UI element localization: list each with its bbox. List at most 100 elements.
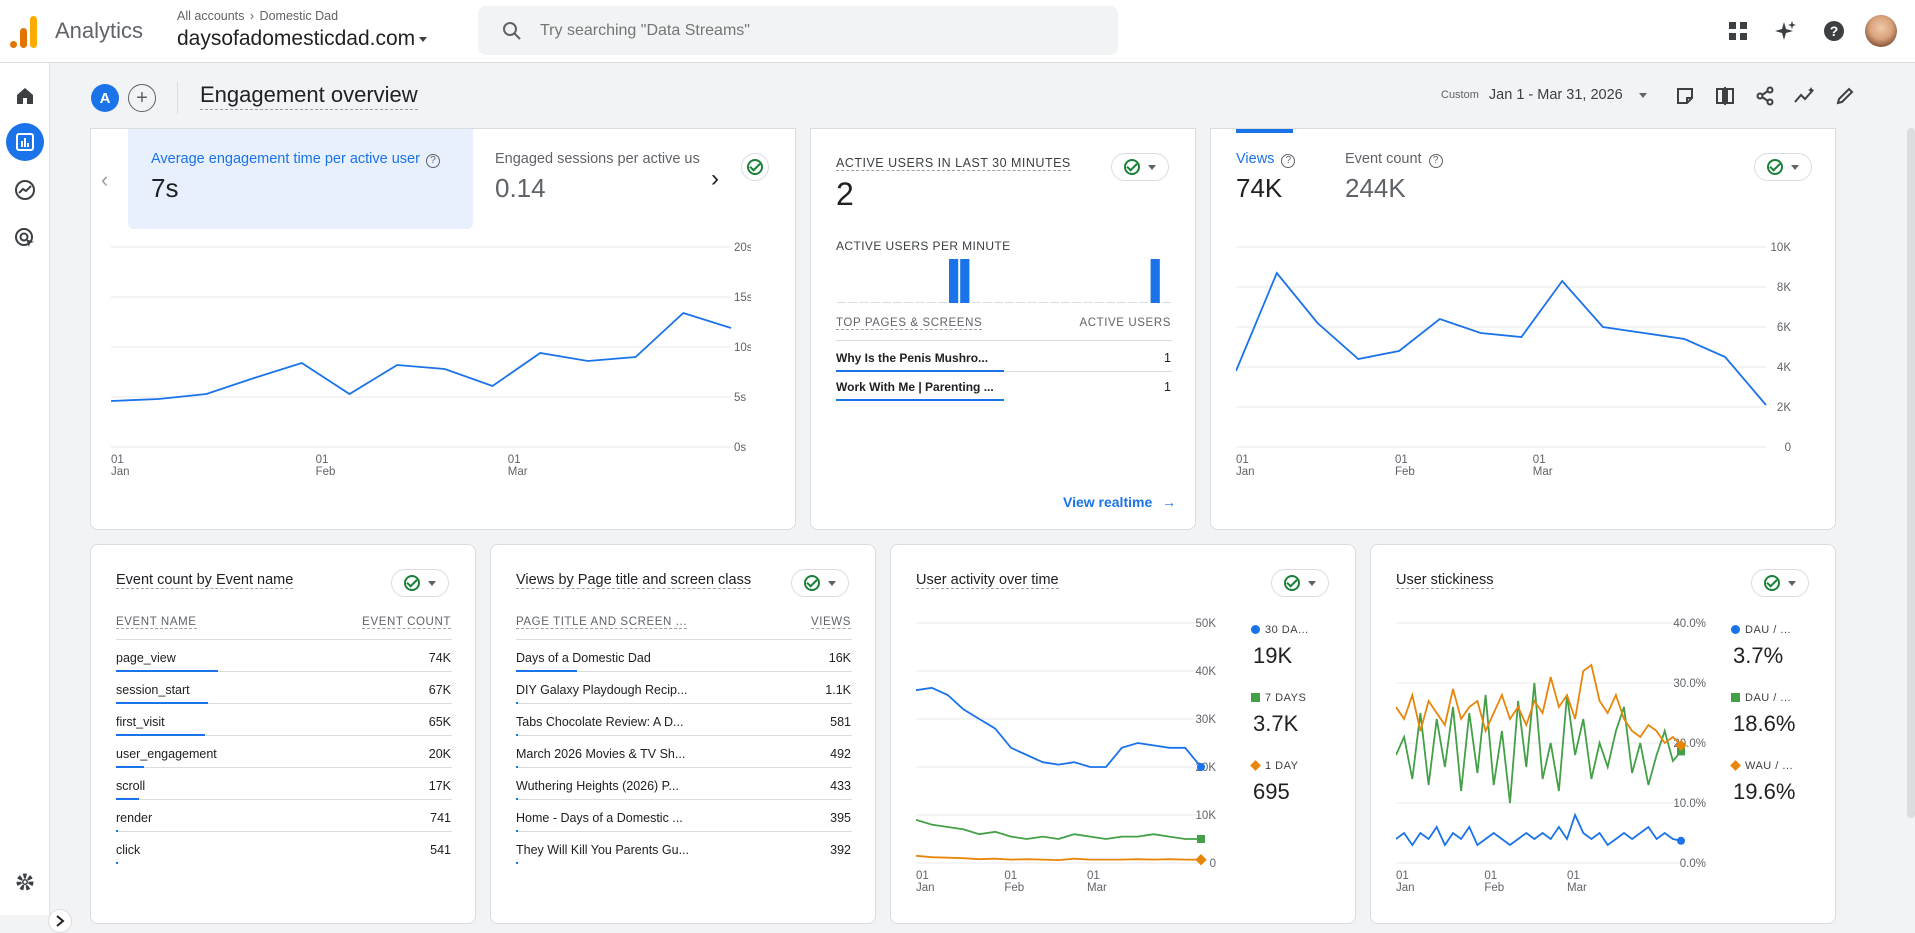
insights-icon[interactable] xyxy=(1791,82,1819,110)
analytics-logo[interactable] xyxy=(8,14,38,50)
add-comparison-button[interactable]: + xyxy=(128,84,156,112)
search-bar[interactable] xyxy=(478,6,1118,55)
metric2-label[interactable]: Engaged sessions per active us xyxy=(495,151,700,167)
table-row-value: 67K xyxy=(428,683,451,697)
legend-marker xyxy=(1250,760,1261,772)
minute-baseline xyxy=(1072,302,1082,303)
breadcrumb-root[interactable]: All accounts xyxy=(177,9,245,23)
realtime-title[interactable]: ACTIVE USERS IN LAST 30 MINUTES xyxy=(836,156,1071,171)
minute-baseline xyxy=(993,302,1003,303)
divider xyxy=(218,671,452,672)
avatar[interactable] xyxy=(1865,15,1897,47)
divider xyxy=(1004,371,1172,372)
app-title[interactable]: Analytics xyxy=(55,18,144,43)
metric-tab-engagement-time[interactable] xyxy=(128,129,473,229)
date-range-selector[interactable]: Custom Jan 1 - Mar 31, 2026 xyxy=(1441,87,1647,103)
event-count-title[interactable]: Event count by Event name xyxy=(116,572,294,589)
y-tick-label: 0.0% xyxy=(1680,858,1706,870)
report-toolbar xyxy=(1671,82,1859,110)
y-tick-label: 0 xyxy=(1785,442,1791,454)
views-metric-label[interactable]: Views ? xyxy=(1236,151,1296,168)
x-tick-day: 01 xyxy=(1484,870,1497,882)
divider xyxy=(577,671,852,672)
card4-status-indicator[interactable] xyxy=(391,569,449,597)
annotation-icon[interactable] xyxy=(1671,82,1699,110)
edit-pencil-icon[interactable] xyxy=(1831,82,1859,110)
info-icon[interactable]: ? xyxy=(1428,154,1443,168)
next-metric-button[interactable]: › xyxy=(711,165,719,192)
card3-status-indicator[interactable] xyxy=(1754,153,1812,181)
realtime-value: 2 xyxy=(836,176,854,212)
comparison-badge[interactable]: A xyxy=(91,84,119,112)
x-tick-day: 01 xyxy=(1004,870,1017,882)
share-icon[interactable] xyxy=(1751,82,1779,110)
table-row-value: 65K xyxy=(428,715,451,729)
view-realtime-link[interactable]: View realtime → xyxy=(1063,494,1176,510)
legend-label: WAU / ... xyxy=(1745,759,1794,772)
user-activity-title[interactable]: User activity over time xyxy=(916,572,1059,589)
event-count-header[interactable]: EVENT COUNT xyxy=(362,616,451,629)
advertising-icon[interactable] xyxy=(6,219,44,257)
series-end-marker xyxy=(1677,836,1685,845)
home-icon[interactable] xyxy=(6,77,44,115)
prev-metric-button[interactable]: ‹ xyxy=(101,167,109,192)
legend-item[interactable]: DAU / ... 18.6% xyxy=(1731,689,1795,737)
top-pages-header[interactable]: TOP PAGES & SCREENS xyxy=(836,317,983,330)
table-row-label: Tabs Chocolate Review: A D... xyxy=(516,715,684,729)
page-scrollbar[interactable] xyxy=(1907,128,1915,818)
legend-label: 1 DAY xyxy=(1265,759,1299,772)
card1-status-indicator[interactable] xyxy=(741,153,769,181)
event-count-metric-label[interactable]: Event count ? xyxy=(1345,151,1443,168)
left-nav xyxy=(0,63,72,933)
breadcrumb[interactable]: All accounts › Domestic Dad xyxy=(177,9,338,23)
minute-baseline xyxy=(1105,302,1115,303)
card7-status-indicator[interactable] xyxy=(1751,569,1809,597)
apps-grid-icon[interactable] xyxy=(1721,14,1755,48)
card2-status-indicator[interactable] xyxy=(1111,153,1169,181)
y-tick-label: 4K xyxy=(1777,362,1791,374)
card5-status-indicator[interactable] xyxy=(791,569,849,597)
divider xyxy=(516,639,852,640)
table-row-bar xyxy=(516,766,518,768)
expand-nav-icon[interactable] xyxy=(48,909,72,933)
legend-marker xyxy=(1730,760,1741,772)
info-icon[interactable]: ? xyxy=(425,154,440,168)
table-row-value: 433 xyxy=(830,779,851,793)
legend-item[interactable]: 30 DA... 19K xyxy=(1251,621,1309,669)
legend-item[interactable]: 1 DAY 695 xyxy=(1250,757,1299,805)
settings-gear-icon[interactable] xyxy=(6,863,44,901)
explore-icon[interactable] xyxy=(6,171,44,209)
minute-baseline xyxy=(1038,302,1048,303)
user-stickiness-title[interactable]: User stickiness xyxy=(1396,572,1494,589)
legend-label: DAU / ... xyxy=(1745,623,1792,636)
page-title-header[interactable]: PAGE TITLE AND SCREEN ... xyxy=(516,616,688,629)
legend-label: 7 DAYS xyxy=(1265,691,1307,704)
sparkle-icon[interactable] xyxy=(1769,14,1803,48)
reports-icon[interactable] xyxy=(6,123,44,161)
user-stickiness-card: User stickiness 40.0% 30.0% 20.0% 10.0% 0.0%… xyxy=(1370,544,1836,924)
svg-text:?: ? xyxy=(1830,23,1839,39)
views-header[interactable]: VIEWS xyxy=(810,616,851,629)
info-icon[interactable]: ? xyxy=(1281,154,1296,168)
table-row-label: click xyxy=(116,843,141,857)
x-tick-month: Jan xyxy=(1396,882,1415,894)
table-row-bar xyxy=(116,830,118,832)
table-row-value: 741 xyxy=(430,811,451,825)
legend-value: 3.7% xyxy=(1733,643,1784,668)
property-selector[interactable]: daysofadomesticdad.com xyxy=(177,27,428,51)
breadcrumb-account[interactable]: Domestic Dad xyxy=(259,9,339,23)
y-tick-label: 10.0% xyxy=(1673,798,1706,810)
legend-item[interactable]: WAU / ... 19.6% xyxy=(1730,757,1795,805)
search-input[interactable] xyxy=(540,21,1080,40)
legend-label: DAU / ... xyxy=(1745,691,1792,704)
legend-item[interactable]: DAU / ... 3.7% xyxy=(1731,621,1791,669)
legend-item[interactable]: 7 DAYS 3.7K xyxy=(1251,689,1306,737)
event-name-header[interactable]: EVENT NAME xyxy=(116,616,197,629)
x-tick-month: Mar xyxy=(1533,466,1553,478)
x-tick-month: Jan xyxy=(111,466,130,478)
compare-icon[interactable] xyxy=(1711,82,1739,110)
help-icon[interactable]: ? xyxy=(1817,14,1851,48)
minute-baseline xyxy=(1161,302,1171,303)
card6-status-indicator[interactable] xyxy=(1271,569,1329,597)
views-by-page-title[interactable]: Views by Page title and screen class xyxy=(516,572,752,589)
